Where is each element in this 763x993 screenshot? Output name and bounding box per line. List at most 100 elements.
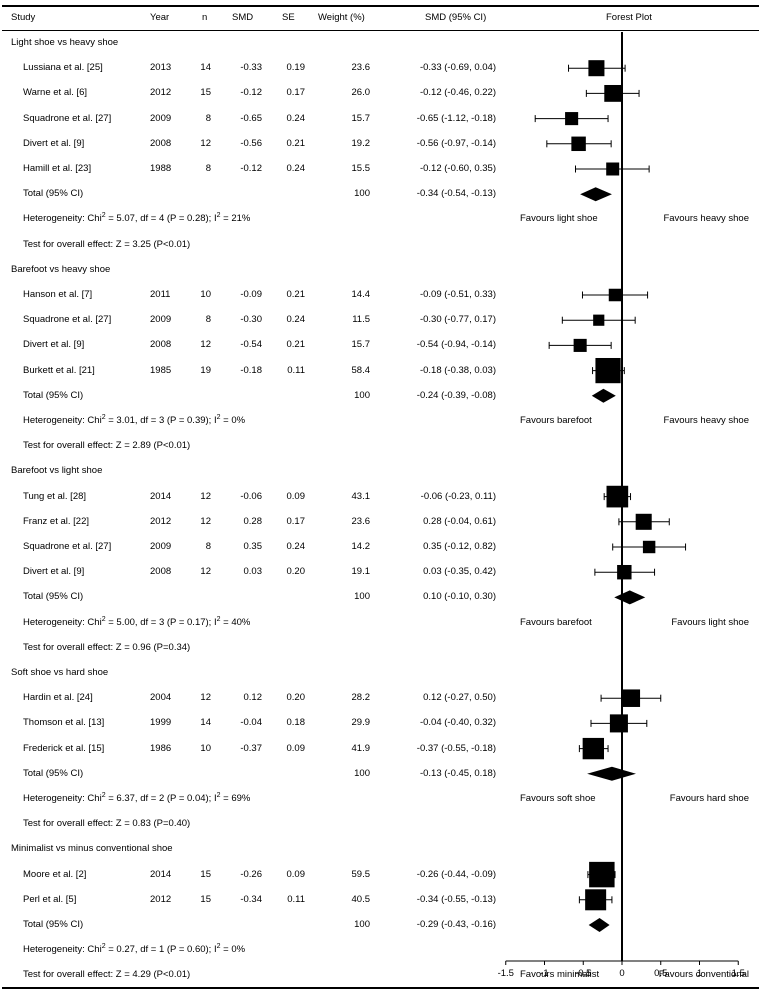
study-weight: 15.7 [351,339,371,351]
study-name: Divert et al. [9] [23,339,85,351]
study-marker [622,689,641,707]
study-n: 19 [200,364,211,376]
study-se: 0.24 [286,541,306,552]
x-tick-label: 1.5 [731,968,745,979]
study-ci: -0.65 (-1.12, -0.18) [416,112,496,124]
study-se: 0.21 [286,289,306,300]
study-marker [593,314,605,326]
favours-right-label: Favours hard shoe [669,793,749,804]
study-ci: -0.12 (-0.60, 0.35) [419,163,496,174]
study-weight: 43.1 [351,490,371,502]
study-weight: 15.5 [351,163,371,174]
heterogeneity-text: Heterogeneity: Chi2 = 3.01, df = 3 (P = … [23,414,245,427]
study-year: 2014 [150,868,172,880]
study-ci: 0.28 (-0.04, 0.61) [423,515,496,527]
het-part-2: = 6.37, df = 2 (P = 0.04); I [105,793,217,804]
study-weight: 11.5 [352,314,370,326]
study-se: 0.20 [286,566,306,578]
study-ci: 0.35 (-0.12, 0.82) [423,541,496,552]
study-se: 0.09 [286,742,306,754]
study-year: 2009 [150,541,172,552]
study-ci: -0.26 (-0.44, -0.09) [416,868,496,880]
total-weight: 100 [354,591,370,603]
study-smd: -0.65 [240,112,262,124]
study-se: 0.09 [286,490,306,502]
header-se: SE [282,12,295,23]
study-ci: -0.30 (-0.77, 0.17) [419,314,496,326]
heterogeneity-text: Heterogeneity: Chi2 = 6.37, df = 2 (P = … [23,792,251,805]
header-n: n [202,12,208,23]
study-n: 14 [200,717,211,729]
study-ci: -0.12 (-0.46, 0.22) [419,87,496,99]
study-name: Squadrone et al. [27] [23,314,112,326]
het-part-2: = 0.27, df = 1 (P = 0.60); I [105,944,217,956]
study-n: 8 [205,314,211,326]
study-smd: -0.04 [240,717,262,729]
study-se: 0.24 [286,112,306,124]
study-name: Burkett et al. [21] [23,364,95,376]
study-name: Squadrone et al. [27] [23,112,112,124]
study-n: 12 [200,490,211,502]
group-title: Minimalist vs minus conventional shoe [11,843,173,855]
study-se: 0.09 [286,868,306,880]
study-se: 0.11 [287,364,305,376]
total-label: Total (95% CI) [23,188,84,200]
study-smd: -0.54 [240,339,262,351]
heterogeneity-text: Heterogeneity: Chi2 = 5.00, df = 3 (P = … [23,616,250,629]
header-rule [2,30,759,31]
study-se: 0.19 [286,62,306,74]
study-marker [565,112,579,126]
study-year: 2009 [150,112,172,124]
study-year: 2008 [150,137,172,149]
superscript-2: 2 [101,414,106,421]
study-weight: 41.9 [351,742,371,754]
pooled-diamond [588,918,610,932]
study-n: 12 [200,692,211,704]
het-part-1: Heterogeneity: Chi [23,944,102,956]
total-label: Total (95% CI) [23,919,84,930]
het-part-1: Heterogeneity: Chi [23,793,102,804]
study-marker [606,485,629,508]
het-part-3: = 69% [220,793,251,804]
study-n: 10 [200,289,211,300]
x-tick-label: 0.5 [654,968,668,979]
header-ci: SMD (95% CI) [425,12,487,23]
study-n: 8 [205,112,211,124]
study-weight: 28.2 [351,692,371,704]
x-tick-label: 0 [619,968,625,979]
study-name: Perl et al. [5] [23,893,77,905]
study-ci: -0.09 (-0.51, 0.33) [419,289,496,300]
group-title: Barefoot vs heavy shoe [11,263,111,275]
study-smd: -0.06 [240,490,262,502]
study-weight: 19.2 [351,137,371,149]
study-name: Frederick et al. [15] [23,742,105,754]
favours-left-label: Favours barefoot [520,415,592,426]
study-n: 10 [200,742,211,754]
study-se: 0.17 [286,515,306,527]
study-n: 15 [200,87,211,99]
total-ci: -0.13 (-0.45, 0.18) [419,767,496,779]
study-year: 1985 [150,364,172,376]
total-ci: 0.10 (-0.10, 0.30) [423,591,496,603]
study-weight: 40.5 [351,893,371,905]
total-weight: 100 [354,389,370,401]
study-weight: 59.5 [351,868,371,880]
study-marker [642,540,656,554]
study-weight: 14.2 [351,541,371,552]
study-marker [582,737,605,760]
study-se: 0.18 [286,717,306,729]
x-tick-label: -1 [540,968,549,979]
pooled-diamond [614,590,646,605]
study-marker [595,357,621,384]
study-smd: -0.12 [240,87,262,99]
study-smd: -0.33 [240,62,262,74]
study-name: Thomson et al. [13] [23,717,105,729]
study-n: 8 [205,541,211,552]
overall-effect-text: Test for overall effect: Z = 3.25 (P<0.0… [23,238,191,250]
study-name: Squadrone et al. [27] [23,541,112,552]
study-n: 14 [200,62,211,74]
study-se: 0.21 [286,339,306,351]
study-name: Divert et al. [9] [23,137,85,149]
